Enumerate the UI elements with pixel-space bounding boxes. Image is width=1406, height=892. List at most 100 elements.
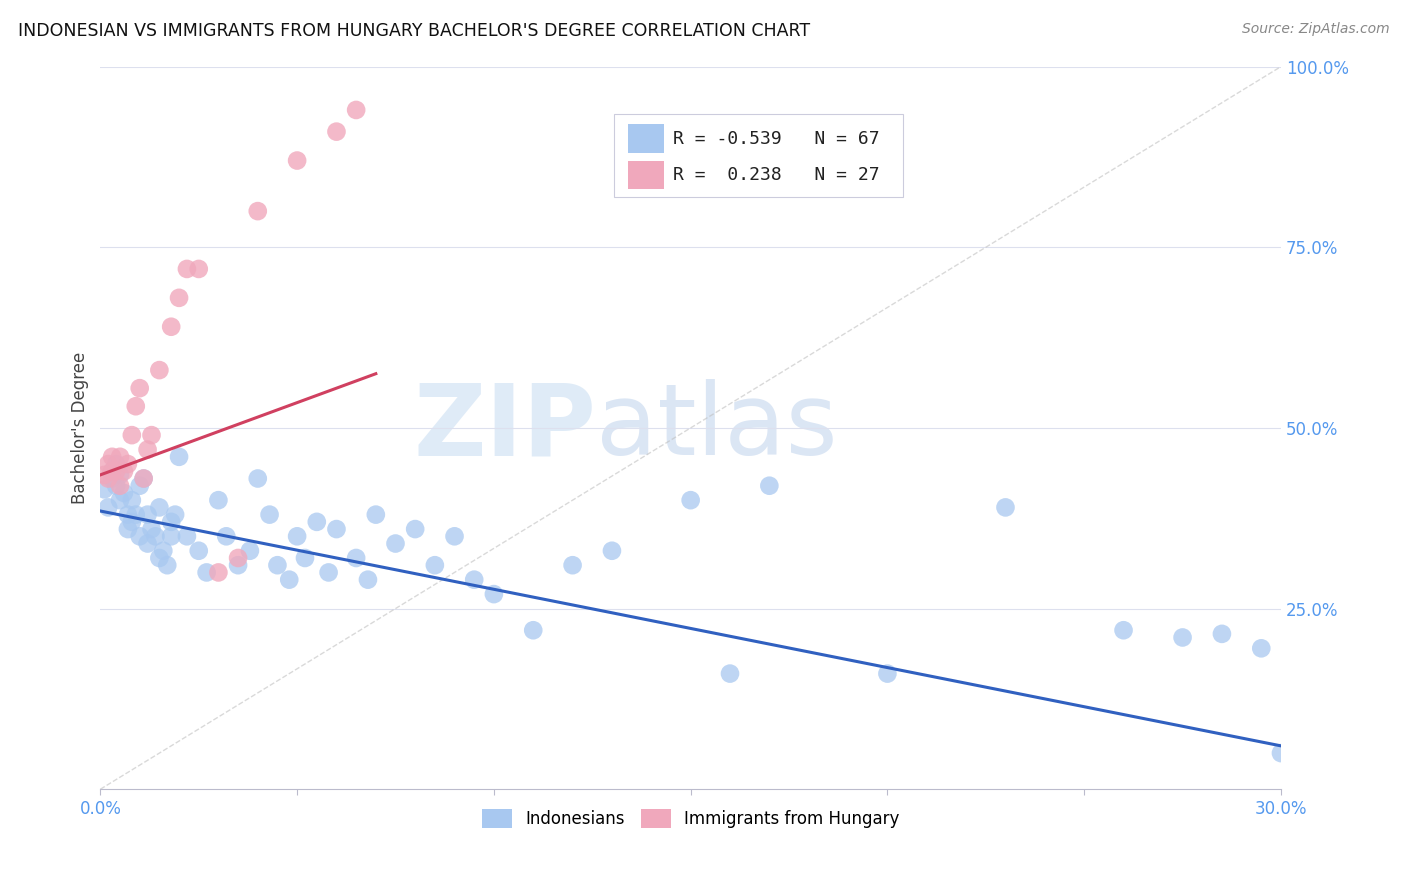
Point bbox=[128, 479, 150, 493]
Point bbox=[423, 558, 446, 573]
Point bbox=[141, 522, 163, 536]
Point bbox=[132, 471, 155, 485]
Point bbox=[758, 479, 780, 493]
Point bbox=[246, 204, 269, 219]
Point bbox=[160, 515, 183, 529]
Point bbox=[121, 493, 143, 508]
Point bbox=[318, 566, 340, 580]
Point bbox=[145, 529, 167, 543]
Point bbox=[93, 483, 115, 497]
Legend: Indonesians, Immigrants from Hungary: Indonesians, Immigrants from Hungary bbox=[475, 803, 907, 835]
Point bbox=[167, 450, 190, 464]
Point bbox=[101, 464, 124, 478]
Point bbox=[121, 515, 143, 529]
Point bbox=[285, 529, 308, 543]
Point bbox=[344, 103, 367, 117]
Point bbox=[97, 457, 120, 471]
Point bbox=[994, 500, 1017, 515]
Point bbox=[160, 529, 183, 543]
Text: R = -0.539   N = 67: R = -0.539 N = 67 bbox=[673, 130, 880, 148]
Point bbox=[207, 493, 229, 508]
Point bbox=[97, 471, 120, 485]
Point bbox=[112, 486, 135, 500]
Text: R =  0.238   N = 27: R = 0.238 N = 27 bbox=[673, 166, 880, 184]
Point bbox=[117, 508, 139, 522]
Point bbox=[384, 536, 406, 550]
Point bbox=[108, 450, 131, 464]
Point bbox=[105, 464, 128, 478]
Point bbox=[136, 442, 159, 457]
Point bbox=[108, 493, 131, 508]
Text: INDONESIAN VS IMMIGRANTS FROM HUNGARY BACHELOR'S DEGREE CORRELATION CHART: INDONESIAN VS IMMIGRANTS FROM HUNGARY BA… bbox=[18, 22, 810, 40]
Point bbox=[112, 464, 135, 478]
Point bbox=[404, 522, 426, 536]
Point bbox=[187, 543, 209, 558]
Point bbox=[364, 508, 387, 522]
Point bbox=[117, 457, 139, 471]
Point bbox=[679, 493, 702, 508]
Point bbox=[128, 529, 150, 543]
Point bbox=[165, 508, 187, 522]
Point bbox=[136, 536, 159, 550]
Point bbox=[121, 428, 143, 442]
Point bbox=[259, 508, 281, 522]
Point bbox=[325, 522, 347, 536]
Point bbox=[105, 457, 128, 471]
Point bbox=[152, 543, 174, 558]
Point bbox=[239, 543, 262, 558]
Point bbox=[101, 450, 124, 464]
Y-axis label: Bachelor's Degree: Bachelor's Degree bbox=[72, 351, 89, 504]
Point bbox=[266, 558, 288, 573]
Point bbox=[176, 261, 198, 276]
Point bbox=[167, 291, 190, 305]
Point bbox=[482, 587, 505, 601]
Text: ZIP: ZIP bbox=[413, 379, 596, 476]
Point bbox=[226, 551, 249, 566]
Point bbox=[357, 573, 380, 587]
Point bbox=[101, 471, 124, 485]
Point bbox=[285, 153, 308, 168]
Point bbox=[443, 529, 465, 543]
Point bbox=[1250, 641, 1272, 656]
Point bbox=[117, 522, 139, 536]
Point bbox=[718, 666, 741, 681]
Point bbox=[125, 399, 148, 413]
Point bbox=[1171, 631, 1194, 645]
Bar bbox=[628, 124, 664, 153]
Point bbox=[128, 381, 150, 395]
Text: Source: ZipAtlas.com: Source: ZipAtlas.com bbox=[1241, 22, 1389, 37]
Point bbox=[294, 551, 316, 566]
Point bbox=[105, 479, 128, 493]
Point bbox=[101, 464, 124, 478]
Point bbox=[1270, 746, 1292, 760]
Point bbox=[97, 500, 120, 515]
Point bbox=[108, 467, 131, 482]
Point bbox=[344, 551, 367, 566]
Point bbox=[195, 566, 218, 580]
Point bbox=[325, 125, 347, 139]
Point bbox=[148, 363, 170, 377]
Point bbox=[278, 573, 301, 587]
Point bbox=[93, 467, 115, 482]
Point bbox=[125, 508, 148, 522]
Point bbox=[148, 551, 170, 566]
Point bbox=[215, 529, 238, 543]
Bar bbox=[628, 161, 664, 189]
Point bbox=[561, 558, 583, 573]
Text: atlas: atlas bbox=[596, 379, 838, 476]
Point bbox=[141, 428, 163, 442]
Point bbox=[132, 471, 155, 485]
Point bbox=[246, 471, 269, 485]
FancyBboxPatch shape bbox=[614, 113, 903, 196]
Point bbox=[176, 529, 198, 543]
Point bbox=[148, 500, 170, 515]
Point bbox=[108, 479, 131, 493]
Point bbox=[136, 508, 159, 522]
Point bbox=[305, 515, 328, 529]
Point bbox=[1211, 627, 1233, 641]
Point bbox=[600, 543, 623, 558]
Point bbox=[876, 666, 898, 681]
Point bbox=[1112, 624, 1135, 638]
Point bbox=[160, 319, 183, 334]
Point bbox=[156, 558, 179, 573]
